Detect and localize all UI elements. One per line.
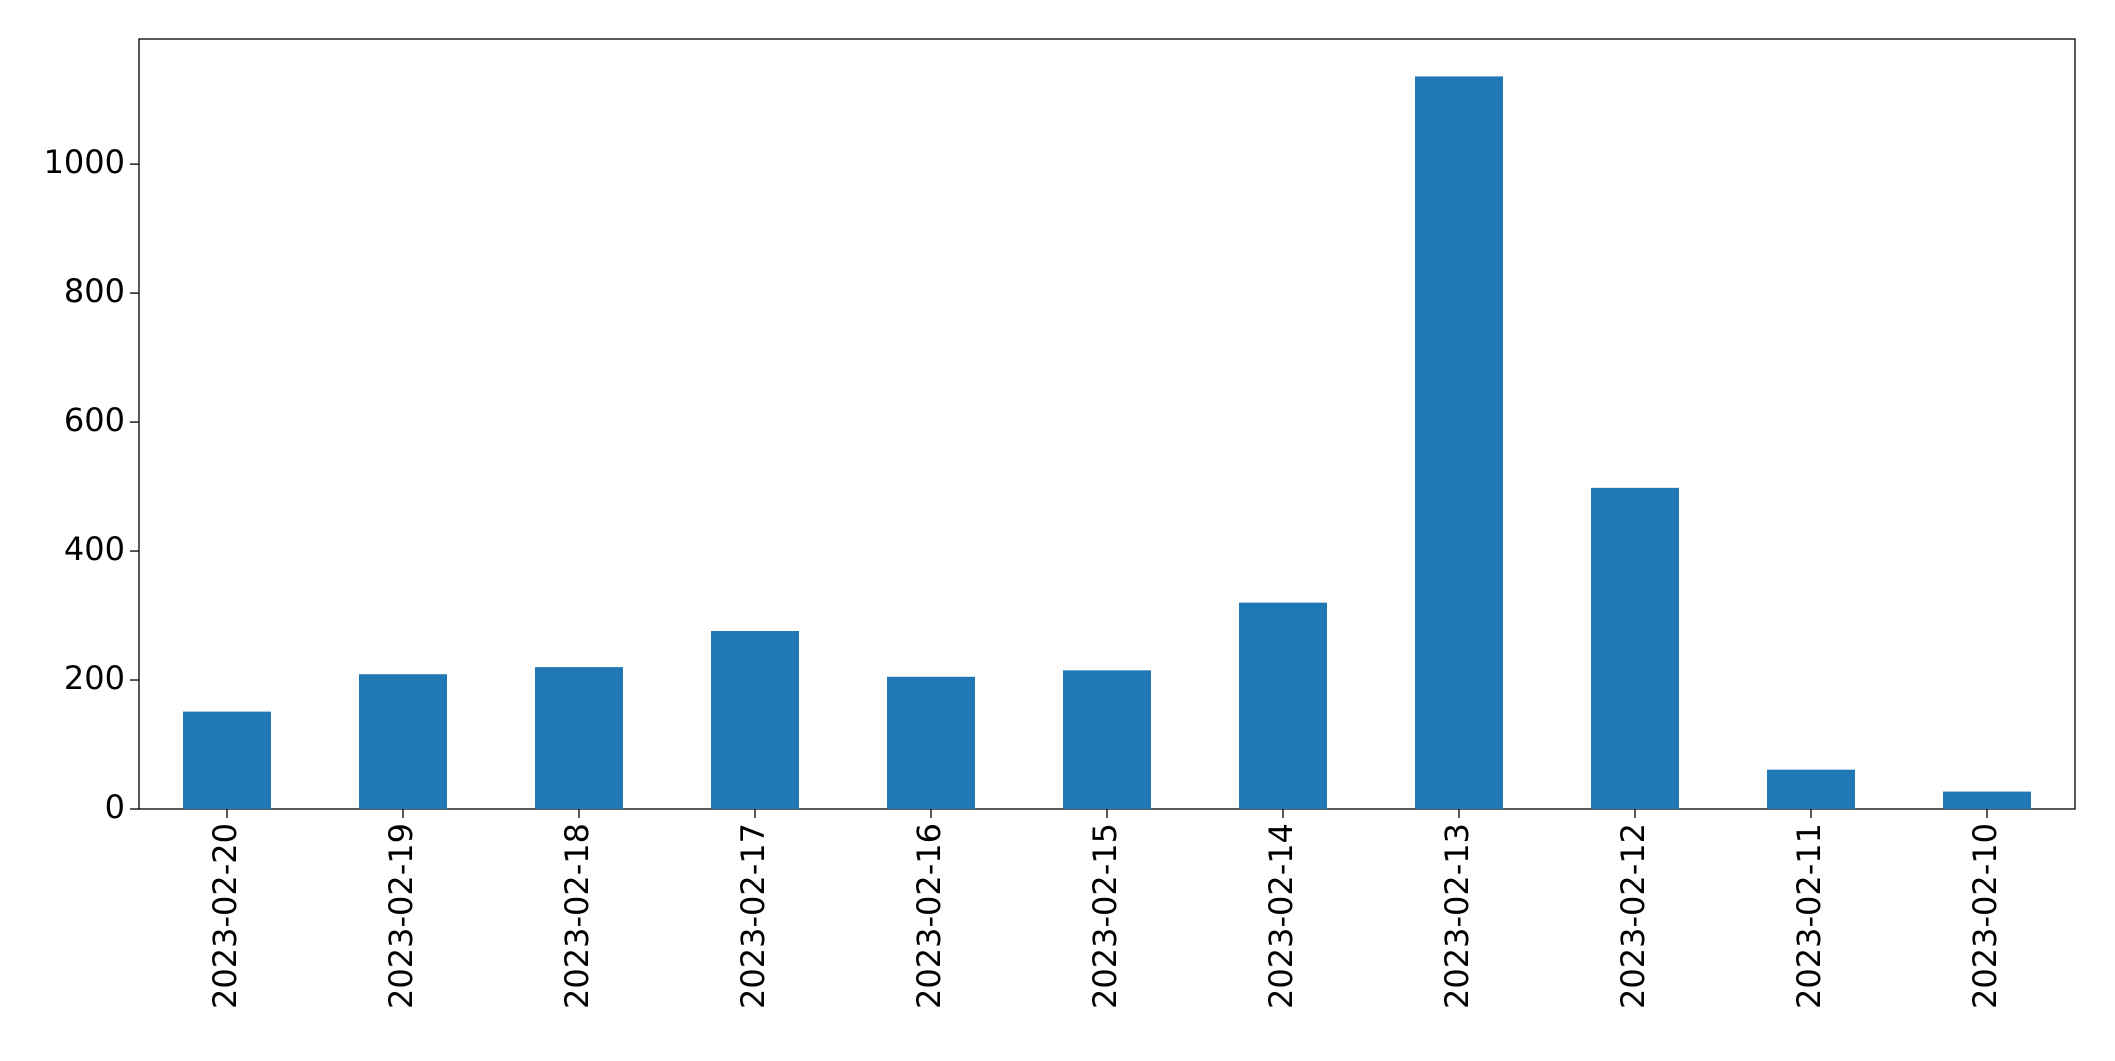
bar: [1767, 769, 1855, 809]
bar: [1415, 76, 1503, 809]
x-tick-label: 2023-02-14: [1262, 823, 1300, 1009]
y-tick-label: 400: [64, 530, 125, 568]
bar: [1943, 791, 2031, 809]
y-tick-label: 1000: [44, 143, 125, 181]
x-tick-label: 2023-02-13: [1438, 823, 1476, 1009]
x-tick-label: 2023-02-20: [206, 823, 244, 1009]
x-tick-label: 2023-02-19: [382, 823, 420, 1009]
x-tick-label: 2023-02-11: [1790, 823, 1828, 1009]
bar: [887, 676, 975, 809]
bar: [711, 631, 799, 809]
bar: [535, 667, 623, 809]
bar: [183, 711, 271, 809]
y-tick-label: 600: [64, 401, 125, 439]
x-tick-label: 2023-02-18: [558, 823, 596, 1009]
bar: [1239, 602, 1327, 809]
bar: [1063, 670, 1151, 809]
x-tick-label: 2023-02-12: [1614, 823, 1652, 1009]
x-tick-label: 2023-02-15: [1086, 823, 1124, 1009]
bar: [359, 674, 447, 809]
bar: [1591, 487, 1679, 809]
y-tick-label: 800: [64, 272, 125, 310]
x-tick-label: 2023-02-10: [1966, 823, 2004, 1009]
x-tick-label: 2023-02-16: [910, 823, 948, 1009]
y-tick-label: 200: [64, 659, 125, 697]
x-tick-label: 2023-02-17: [734, 823, 772, 1009]
y-tick-label: 0: [105, 788, 125, 826]
